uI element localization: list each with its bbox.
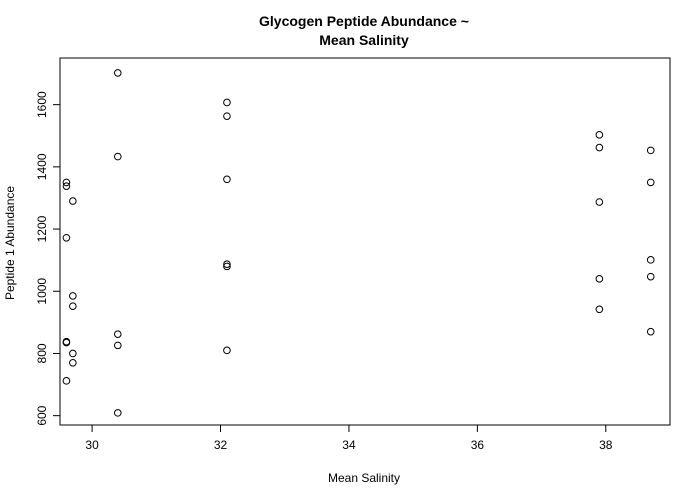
data-point (62, 182, 71, 190)
x-tick-label: 30 (85, 438, 99, 452)
y-axis: 600 800 1000 1200 1400 1600 (35, 91, 61, 426)
y-tick-label: 1200 (35, 215, 49, 242)
data-point (223, 175, 231, 184)
x-axis: 30 32 34 36 38 (85, 424, 613, 452)
data-point (113, 330, 122, 338)
chart-title-line-2: Mean Salinity (319, 32, 409, 48)
data-point (113, 409, 122, 417)
x-tick-label: 36 (471, 438, 485, 452)
data-point (223, 346, 231, 355)
data-point (223, 262, 231, 271)
x-axis-label: Mean Salinity (328, 471, 400, 485)
y-tick-label: 600 (35, 405, 49, 425)
data-point (113, 341, 122, 350)
data-point (113, 152, 122, 161)
data-point (595, 305, 604, 314)
data-point (69, 358, 77, 367)
data-point (646, 256, 655, 264)
y-axis-label: Peptide 1 Abundance (3, 186, 17, 300)
x-tick-label: 32 (214, 438, 228, 452)
data-point (223, 260, 231, 269)
data-point (646, 178, 655, 187)
data-point (595, 143, 604, 152)
data-point (595, 131, 604, 139)
data-point (113, 69, 122, 77)
data-point (595, 275, 604, 283)
data-point (62, 338, 71, 347)
plot-frame (59, 57, 671, 426)
data-point (646, 272, 655, 281)
data-point (223, 112, 231, 120)
y-tick-label: 1600 (35, 91, 49, 118)
chart-title-line-1: Glycogen Peptide Abundance ~ (259, 13, 469, 29)
data-point (69, 292, 77, 300)
x-tick-label: 34 (342, 438, 356, 452)
data-point (646, 327, 655, 336)
data-point (646, 146, 655, 155)
data-point (62, 377, 71, 385)
data-point (69, 349, 77, 358)
data-point (62, 233, 71, 242)
y-tick-label: 800 (35, 343, 49, 363)
x-tick-label: 38 (599, 438, 613, 452)
data-point (69, 197, 77, 205)
data-point (223, 98, 231, 107)
data-points (62, 69, 655, 417)
data-point (69, 302, 77, 310)
y-tick-label: 1000 (35, 278, 49, 305)
data-point (62, 178, 71, 187)
data-point (595, 198, 604, 206)
y-tick-label: 1400 (35, 153, 49, 180)
